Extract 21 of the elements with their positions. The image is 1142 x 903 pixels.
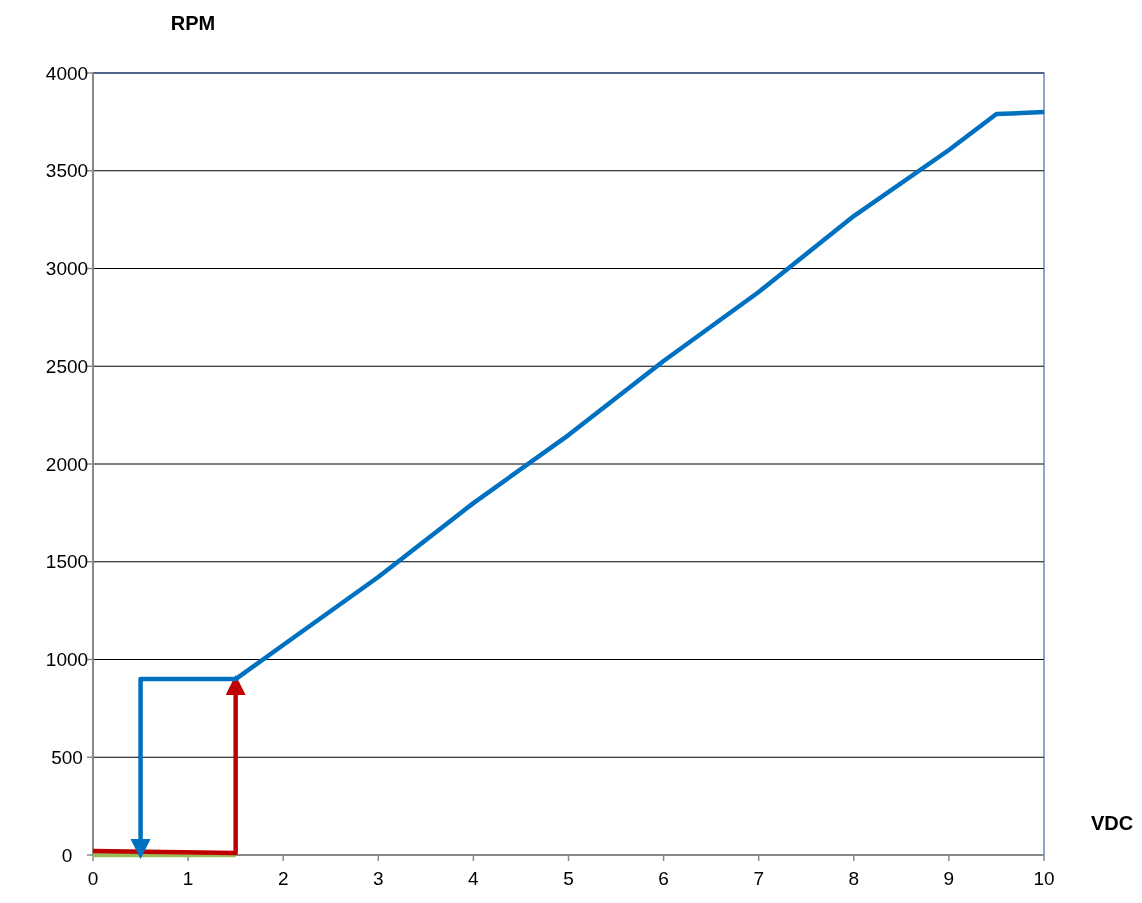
y-axis-title: RPM: [170, 12, 216, 34]
y-tick-label: 4000: [45, 62, 89, 84]
y-tick-label: 3000: [45, 258, 89, 280]
x-tick-label: 7: [753, 868, 764, 889]
y-tick-label: 2500: [45, 355, 89, 377]
y-tick-label: 3500: [45, 160, 89, 182]
x-tick-label: 2: [277, 868, 289, 889]
y-tick-label: 1500: [45, 551, 89, 573]
x-tick-label: 1: [182, 868, 194, 889]
x-tick-label: 6: [658, 868, 669, 889]
x-tick-label: 5: [563, 868, 574, 889]
y-tick-label: 0: [61, 844, 73, 866]
x-tick-label: 8: [848, 868, 860, 889]
x-tick-label: 9: [943, 868, 955, 889]
x-axis-title: VDC: [1090, 812, 1134, 834]
x-tick-label: 3: [373, 868, 384, 889]
x-tick-label: 4: [468, 868, 480, 889]
y-tick-label: 500: [51, 746, 83, 768]
y-tick-label: 2000: [45, 453, 89, 475]
x-tick-label: 10: [1033, 868, 1055, 889]
y-tick-label: 1000: [45, 649, 89, 671]
